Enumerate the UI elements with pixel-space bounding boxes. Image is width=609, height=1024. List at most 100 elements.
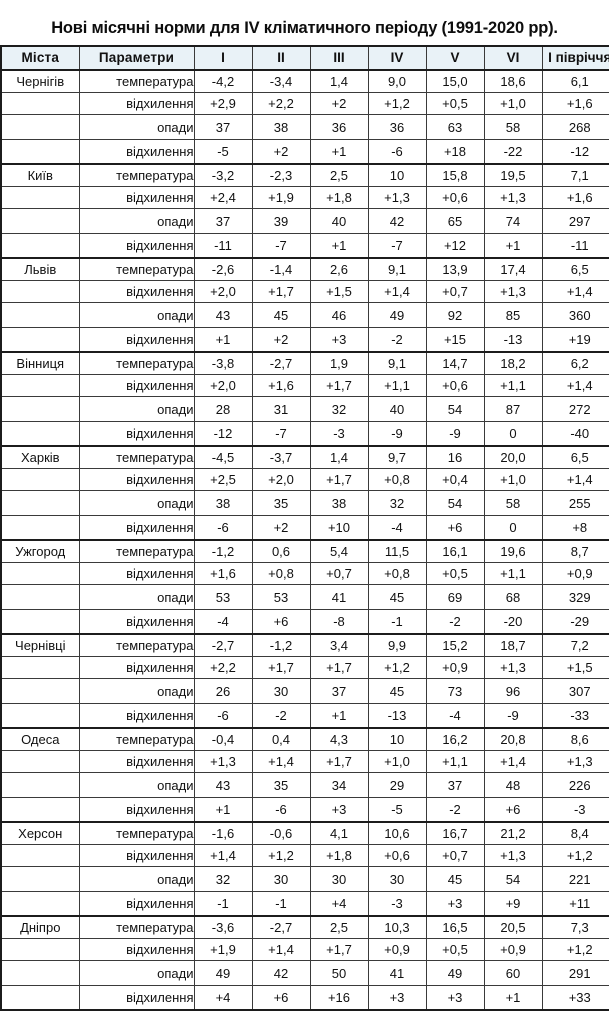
table-body: Чернігів температура -4,2 -3,4 1,4 9,0 15,0 18,… — [0, 69, 609, 1011]
cell-precipitation-month-2: 30 — [251, 678, 311, 705]
table-row: відхилення +1,3 +1,4 +1,7 +1,0 +1,1 +1,4 +1,3 — [0, 750, 609, 774]
cell-precipitation-deviation-month-6: -9 — [483, 703, 543, 729]
cell-precipitation-month-4: 42 — [367, 208, 427, 235]
city-name: Ужгород — [0, 539, 80, 564]
cell-temperature-month-4: 10,6 — [367, 821, 427, 846]
cell-precipitation-deviation-month-2: +6 — [251, 609, 311, 635]
city-name: Дніпро — [0, 915, 80, 940]
column-header-city: Міста — [0, 45, 80, 72]
city-name: Київ — [0, 163, 80, 188]
cell-temperature-deviation-month-2: +1,7 — [251, 280, 311, 304]
cell-precipitation-deviation-month-2: -2 — [251, 703, 311, 729]
cell-temperature-month-3: 2,6 — [309, 257, 369, 282]
cell-precipitation-deviation-month-4: -3 — [367, 891, 427, 917]
cell-temperature-month-2: -2,7 — [251, 351, 311, 376]
cell-precipitation-month-5: 54 — [425, 396, 485, 423]
table-row: опади 26 30 37 45 73 96 307 — [0, 678, 609, 705]
cell-temperature-deviation-month-3: +0,7 — [309, 562, 369, 586]
parameter-label-precipitation-deviation: відхилення — [78, 985, 195, 1011]
city-name: Вінниця — [0, 351, 80, 376]
table-row: опади 28 31 32 40 54 87 272 — [0, 396, 609, 423]
cell-temperature-month-4: 9,1 — [367, 257, 427, 282]
cell-precipitation-month-4: 32 — [367, 490, 427, 517]
cell-precipitation-deviation-month-1: -12 — [193, 421, 253, 447]
city-name-empty — [0, 233, 80, 259]
cell-precipitation-month-5: 45 — [425, 866, 485, 893]
climate-norms-table: Міста Параметри I II III IV V VI I піврі… — [0, 45, 609, 1012]
table-row: опади 43 45 46 49 92 85 360 — [0, 302, 609, 329]
cell-precipitation-month-2: 53 — [251, 584, 311, 611]
table-row: відхилення -11 -7 +1 -7 +12 +1 -11 — [0, 233, 609, 259]
cell-precipitation-half-year: 255 — [541, 490, 609, 517]
cell-temperature-deviation-month-4: +0,9 — [367, 938, 427, 962]
cell-precipitation-deviation-half-year: -33 — [541, 703, 609, 729]
cell-precipitation-deviation-month-3: +1 — [309, 139, 369, 165]
cell-precipitation-deviation-month-1: -1 — [193, 891, 253, 917]
cell-precipitation-half-year: 226 — [541, 772, 609, 799]
city-name-empty — [0, 92, 80, 116]
cell-precipitation-month-3: 40 — [309, 208, 369, 235]
cell-temperature-deviation-month-1: +2,9 — [193, 92, 253, 116]
cell-temperature-half-year: 7,3 — [541, 915, 609, 940]
city-name: Херсон — [0, 821, 80, 846]
parameter-label-precipitation: опади — [78, 396, 195, 423]
table-row: відхилення -5 +2 +1 -6 +18 -22 -12 — [0, 139, 609, 165]
parameter-label-temperature-deviation: відхилення — [78, 562, 195, 586]
cell-precipitation-deviation-month-3: -8 — [309, 609, 369, 635]
cell-temperature-deviation-month-5: +0,5 — [425, 562, 485, 586]
table-header: Міста Параметри I II III IV V VI I піврі… — [0, 45, 609, 72]
city-name-empty — [0, 327, 80, 353]
cell-temperature-deviation-month-2: +2,2 — [251, 92, 311, 116]
cell-temperature-month-4: 10 — [367, 727, 427, 752]
table-row: опади 53 53 41 45 69 68 329 — [0, 584, 609, 611]
column-header-month-3: III — [309, 45, 369, 72]
cell-precipitation-deviation-half-year: +19 — [541, 327, 609, 353]
cell-precipitation-deviation-month-3: +10 — [309, 515, 369, 541]
parameter-label-precipitation: опади — [78, 678, 195, 705]
cell-temperature-deviation-month-3: +1,7 — [309, 750, 369, 774]
cell-temperature-deviation-month-6: +1,4 — [483, 750, 543, 774]
table-row: відхилення -4 +6 -8 -1 -2 -20 -29 — [0, 609, 609, 635]
city-name-empty — [0, 891, 80, 917]
cell-precipitation-month-2: 42 — [251, 960, 311, 987]
table-row: Вінниця температура -3,8 -2,7 1,9 9,1 14,7 18,2… — [0, 351, 609, 376]
city-name-empty — [0, 750, 80, 774]
parameter-label-temperature: температура — [78, 69, 195, 94]
column-header-half-year: I півріччя — [541, 45, 609, 72]
table-row: відхилення +1,9 +1,4 +1,7 +0,9 +0,5 +0,9 +1,2 — [0, 938, 609, 962]
cell-temperature-deviation-month-5: +0,7 — [425, 844, 485, 868]
cell-temperature-deviation-month-5: +0,4 — [425, 468, 485, 492]
cell-temperature-month-1: -4,2 — [193, 69, 253, 94]
cell-temperature-deviation-month-6: +1,1 — [483, 374, 543, 398]
cell-temperature-month-4: 10 — [367, 163, 427, 188]
cell-precipitation-month-5: 54 — [425, 490, 485, 517]
table-row: відхилення +1 -6 +3 -5 -2 +6 -3 — [0, 797, 609, 823]
cell-precipitation-month-5: 69 — [425, 584, 485, 611]
cell-temperature-month-2: -3,4 — [251, 69, 311, 94]
cell-temperature-deviation-half-year: +1,2 — [541, 938, 609, 962]
parameter-label-temperature: температура — [78, 727, 195, 752]
cell-precipitation-deviation-month-4: -2 — [367, 327, 427, 353]
cell-precipitation-month-2: 35 — [251, 772, 311, 799]
cell-temperature-month-3: 1,4 — [309, 69, 369, 94]
cell-temperature-month-2: -0,6 — [251, 821, 311, 846]
cell-temperature-deviation-month-5: +0,5 — [425, 92, 485, 116]
cell-precipitation-month-2: 39 — [251, 208, 311, 235]
cell-precipitation-deviation-half-year: -29 — [541, 609, 609, 635]
cell-temperature-month-6: 18,7 — [483, 633, 543, 658]
parameter-label-precipitation-deviation: відхилення — [78, 139, 195, 165]
cell-temperature-month-3: 1,4 — [309, 445, 369, 470]
parameter-label-temperature: температура — [78, 915, 195, 940]
cell-temperature-deviation-month-1: +1,6 — [193, 562, 253, 586]
cell-precipitation-month-5: 73 — [425, 678, 485, 705]
cell-precipitation-month-4: 29 — [367, 772, 427, 799]
cell-temperature-deviation-month-3: +1,8 — [309, 186, 369, 210]
city-name-empty — [0, 396, 80, 423]
cell-temperature-deviation-month-2: +1,4 — [251, 750, 311, 774]
city-name-empty — [0, 772, 80, 799]
table-row: опади 38 35 38 32 54 58 255 — [0, 490, 609, 517]
cell-precipitation-deviation-month-1: -4 — [193, 609, 253, 635]
cell-temperature-deviation-half-year: +0,9 — [541, 562, 609, 586]
city-name: Харків — [0, 445, 80, 470]
